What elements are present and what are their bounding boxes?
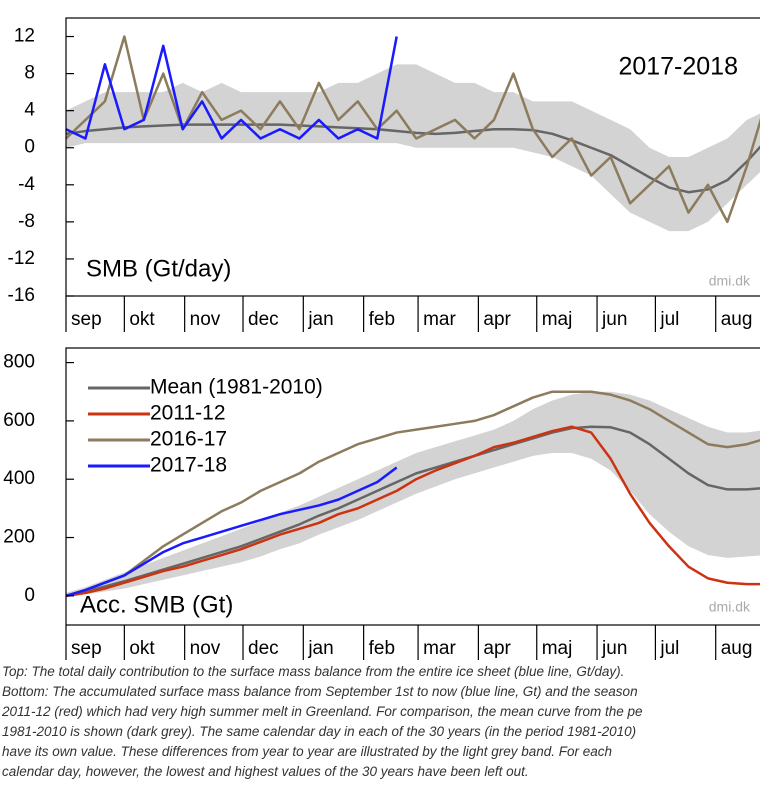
- x-tick-label: apr: [483, 638, 511, 659]
- chart-label: SMB (Gt/day): [86, 255, 231, 282]
- x-tick-label: jul: [659, 638, 679, 659]
- caption-line: 1981-2010 is shown (dark grey). The same…: [2, 724, 637, 739]
- caption-line: Top: The total daily contribution to the…: [2, 664, 625, 679]
- series-line: [65, 390, 760, 598]
- caption-line: 2011-12 (red) which had very high summer…: [2, 704, 643, 719]
- caption: Top: The total daily contribution to the…: [2, 662, 760, 782]
- y-tick-label: -8: [18, 211, 35, 232]
- x-tick-label: mar: [423, 309, 456, 330]
- plot-frame: [65, 17, 760, 297]
- y-tick-label: -4: [18, 174, 35, 195]
- x-tick-label: apr: [483, 309, 511, 330]
- y-tick-label: 600: [3, 410, 35, 431]
- x-tick-label: maj: [542, 638, 573, 659]
- x-tick-label: dec: [248, 638, 279, 659]
- x-tick-label: jun: [601, 638, 627, 659]
- x-tick-label: nov: [190, 638, 221, 659]
- x-tick-label: maj: [542, 309, 573, 330]
- x-tick-label: mar: [423, 638, 456, 659]
- x-tick-label: jan: [307, 638, 333, 659]
- x-tick-label: feb: [369, 309, 395, 330]
- x-tick-label: jan: [307, 309, 333, 330]
- x-tick-label: sep: [71, 309, 102, 330]
- x-tick-label: aug: [721, 309, 753, 330]
- y-tick-label: 4: [24, 100, 35, 121]
- watermark: dmi.dk: [709, 599, 751, 615]
- y-tick-label: 12: [14, 26, 35, 47]
- watermark: dmi.dk: [709, 273, 751, 289]
- charts: 12 8 4 0 -4 -8 -12 -16 sep okt nov dec jan feb mar apr m…: [3, 17, 760, 661]
- y-tick-label: -12: [8, 248, 35, 269]
- x-tick-label: nov: [190, 309, 221, 330]
- x-tick-label: feb: [369, 638, 395, 659]
- x-tick-label: sep: [71, 638, 102, 659]
- y-tick-label: 0: [24, 585, 35, 606]
- x-tick-label: okt: [129, 309, 155, 330]
- legend-label: 2016-17: [150, 428, 227, 451]
- caption-line: Bottom: The accumulated surface mass bal…: [2, 684, 638, 699]
- y-tick-label: 200: [3, 527, 35, 548]
- series-line: [65, 425, 760, 598]
- y-tick-label: 800: [3, 352, 35, 373]
- legend-label: Mean (1981-2010): [150, 376, 323, 399]
- y-tick-label: 8: [24, 63, 35, 84]
- legend-label: 2017-18: [150, 454, 227, 477]
- annotation: 2017-2018: [618, 53, 738, 81]
- plot-frame: [65, 347, 760, 626]
- legend-label: 2011-12: [150, 402, 226, 425]
- y-tick-label: 400: [3, 468, 35, 489]
- x-tick-label: dec: [248, 309, 279, 330]
- y-tick-label: -16: [8, 285, 35, 306]
- chart-label: Acc. SMB (Gt): [80, 591, 233, 618]
- y-tick-label: 0: [24, 137, 35, 158]
- series-line: [65, 36, 398, 140]
- caption-line: calendar day, however, the lowest and hi…: [2, 764, 529, 779]
- series-line: [65, 425, 760, 598]
- range-band: [66, 64, 760, 232]
- x-tick-label: jun: [601, 309, 627, 330]
- caption-line: have its own value. These differences fr…: [2, 744, 613, 759]
- series-line: [65, 466, 398, 598]
- x-tick-label: aug: [721, 638, 753, 659]
- x-tick-label: okt: [129, 638, 155, 659]
- x-tick-label: jul: [659, 309, 679, 330]
